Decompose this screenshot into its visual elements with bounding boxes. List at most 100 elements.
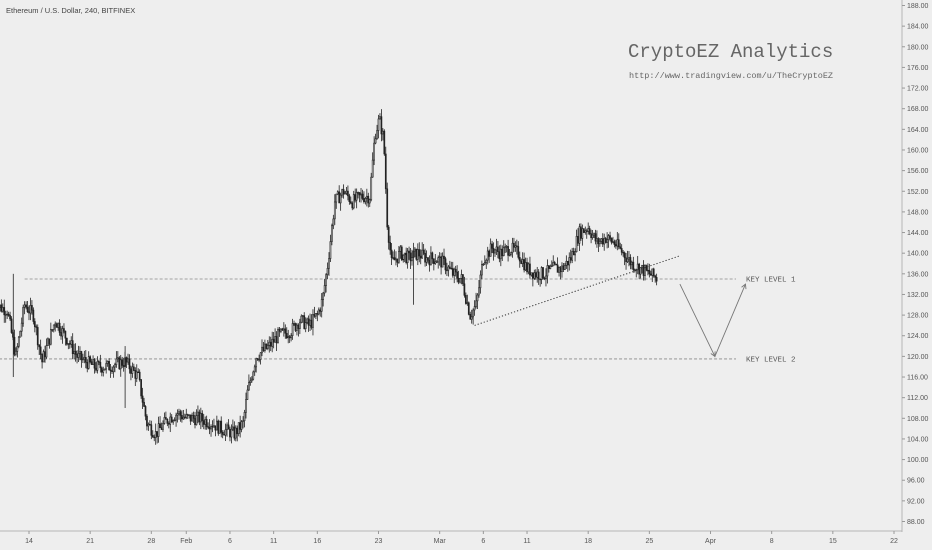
candle-body (282, 328, 285, 331)
candle-body (449, 266, 451, 269)
candle-body (351, 202, 354, 209)
candle-body (80, 351, 83, 361)
candle-body (367, 195, 370, 204)
candle-body (290, 335, 292, 339)
candle-body (259, 352, 262, 360)
candle-body (645, 265, 648, 271)
time-tick-label: 23 (375, 538, 383, 545)
candle-body (443, 255, 445, 260)
candle-body (533, 272, 536, 279)
candle-body (17, 336, 20, 347)
candle-body (250, 378, 253, 382)
candle-body (103, 368, 106, 371)
price-axis[interactable]: 88.00 92.00 96.00 100.00 104.00 108.00 112.00 1… (902, 3, 929, 526)
candle-body (109, 369, 112, 372)
price-tick-label: 112.00 (907, 395, 928, 402)
candle-body (332, 218, 335, 227)
candle-body (552, 262, 555, 267)
candle-body (607, 235, 610, 240)
candle-body (566, 260, 569, 266)
candle-body (437, 257, 440, 263)
candle-body (70, 340, 73, 345)
price-tick-label: 140.00 (907, 251, 929, 258)
candle-body (571, 251, 574, 261)
candle-body (121, 359, 124, 366)
candle-body (198, 411, 201, 423)
candle-body (288, 336, 291, 339)
candle-body (527, 263, 530, 273)
candle-body (336, 191, 339, 195)
candle-body (344, 192, 346, 195)
time-tick-label: 28 (147, 538, 155, 545)
candle-body (524, 262, 527, 271)
candle-body (68, 343, 71, 345)
candle-body (347, 190, 349, 197)
candle-body (333, 201, 336, 220)
candle-body (147, 423, 150, 427)
candle-body (137, 371, 140, 373)
candle-body (633, 269, 636, 271)
candle-body (357, 192, 359, 194)
candle-body (301, 315, 304, 317)
candle-body (348, 195, 351, 203)
candle-body (398, 250, 400, 263)
candle-body (48, 338, 51, 345)
candle-body (546, 265, 549, 277)
candle-body (491, 243, 493, 249)
candle-body (153, 436, 156, 439)
candle-body (380, 116, 383, 135)
candle-body (578, 226, 581, 244)
candle-body (199, 413, 202, 423)
candle-body (584, 230, 587, 233)
candle-body (492, 247, 495, 254)
candle-body (146, 415, 148, 427)
candle-body (204, 419, 207, 425)
candle-body (63, 328, 65, 332)
candle-body (482, 263, 485, 266)
candle-body (463, 283, 466, 296)
time-tick-label: 6 (228, 538, 232, 545)
candle-body (422, 249, 425, 254)
candle-body (507, 246, 509, 256)
time-tick-label: Feb (180, 538, 192, 545)
price-tick-label: 156.00 (907, 168, 929, 175)
candle-body (365, 195, 368, 199)
candle-body (456, 271, 458, 279)
candle-body (556, 264, 559, 273)
candle-body (626, 258, 629, 263)
candle-body (16, 346, 19, 352)
candle-body (132, 366, 135, 371)
candle-body (414, 248, 416, 252)
candle-body (466, 302, 469, 304)
candle-body (163, 417, 166, 424)
candle-body (488, 250, 491, 257)
time-tick-label: Mar (434, 538, 447, 545)
candle-body (416, 249, 419, 260)
candle-body (151, 435, 154, 438)
candle-body (434, 261, 437, 264)
candle-body (561, 265, 563, 273)
time-axis[interactable]: 14 21 28 Feb 6 11 16 23 Mar 6 11 18 25 Apr 8 15 22 (25, 531, 898, 545)
candle-body (15, 350, 17, 355)
candle-body (373, 142, 375, 161)
symbol-title: Ethereum / U.S. Dollar, 240, BITFINEX (6, 6, 135, 15)
candle-body (294, 323, 297, 331)
candle-body (469, 314, 472, 320)
candle-body (194, 418, 196, 426)
candle-body (342, 189, 345, 195)
candle-body (141, 395, 144, 403)
candle-body (74, 350, 77, 355)
candle-body (277, 328, 279, 344)
candle-body (392, 257, 394, 259)
candle-body (307, 318, 310, 326)
candle-body (26, 306, 29, 313)
price-tick-label: 108.00 (907, 416, 929, 423)
candle-body (374, 138, 377, 144)
candle-body (390, 249, 393, 258)
candle-body (287, 336, 290, 339)
candle-body (325, 274, 327, 286)
candle-body (51, 329, 54, 331)
candle-body (105, 363, 108, 370)
candle-body (47, 338, 49, 346)
